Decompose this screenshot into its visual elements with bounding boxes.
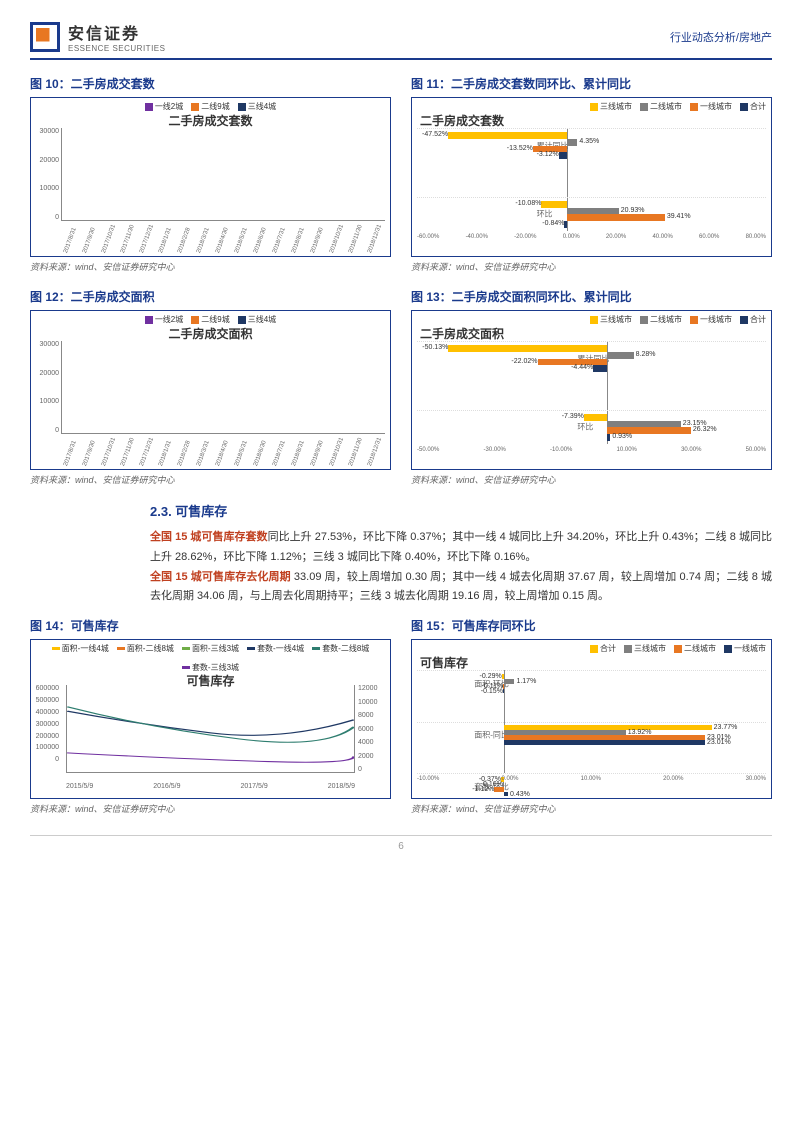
chart-15: 合计三线城市二线城市一线城市可售库存面积-环比-0.29%1.17%-0.11%… <box>411 639 772 799</box>
chart-15-source: 资料来源：wind、安信证券研究中心 <box>411 802 772 815</box>
page-header: 安信证券 ESSENCE SECURITIES 行业动态分析/房地产 <box>30 20 772 60</box>
chart-15-title: 图 15：可售库存同环比 <box>411 617 772 634</box>
chart-12-title: 图 12：二手房成交面积 <box>30 288 391 305</box>
chart-10-title: 图 10：二手房成交套数 <box>30 75 391 92</box>
chart-14: 面积-一线4城面积-二线8城面积-三线3城套数-一线4城套数-二线8城套数-三线… <box>30 639 391 799</box>
section-title: 2.3. 可售库存 <box>150 501 772 520</box>
section-2-3: 2.3. 可售库存 全国 15 城可售库存套数同比上升 27.53%，环比下降 … <box>150 501 772 607</box>
chart-12-source: 资料来源：wind、安信证券研究中心 <box>30 473 391 486</box>
chart-14-title: 图 14：可售库存 <box>30 617 391 634</box>
chart-13-source: 资料来源：wind、安信证券研究中心 <box>411 473 772 486</box>
chart-13: 三线城市二线城市一线城市合计二手房成交面积累计同比-50.13%8.28%-22… <box>411 310 772 470</box>
breadcrumb: 行业动态分析/房地产 <box>670 29 772 45</box>
chart-10-source: 资料来源：wind、安信证券研究中心 <box>30 260 391 273</box>
page-number: 6 <box>30 835 772 852</box>
p2-lead: 全国 15 城可售库存去化周期 <box>150 571 291 583</box>
chart-13-title: 图 13：二手房成交面积同环比、累计同比 <box>411 288 772 305</box>
company-name-cn: 安信证券 <box>68 20 165 44</box>
section-body: 全国 15 城可售库存套数同比上升 27.53%，环比下降 0.37%；其中一线… <box>150 528 772 607</box>
logo-icon <box>30 22 60 52</box>
chart-12: 一线2城二线9城三线4城二手房成交面积01000020000300002017/… <box>30 310 391 470</box>
chart-10: 一线2城二线9城三线4城二手房成交套数01000020000300002017/… <box>30 97 391 257</box>
chart-11: 三线城市二线城市一线城市合计二手房成交套数累计同比-47.52%4.35%-13… <box>411 97 772 257</box>
company-logo: 安信证券 ESSENCE SECURITIES <box>30 20 165 53</box>
company-name-en: ESSENCE SECURITIES <box>68 44 165 53</box>
chart-11-title: 图 11：二手房成交套数同环比、累计同比 <box>411 75 772 92</box>
p1-lead: 全国 15 城可售库存套数 <box>150 531 268 543</box>
chart-11-source: 资料来源：wind、安信证券研究中心 <box>411 260 772 273</box>
chart-14-source: 资料来源：wind、安信证券研究中心 <box>30 802 391 815</box>
